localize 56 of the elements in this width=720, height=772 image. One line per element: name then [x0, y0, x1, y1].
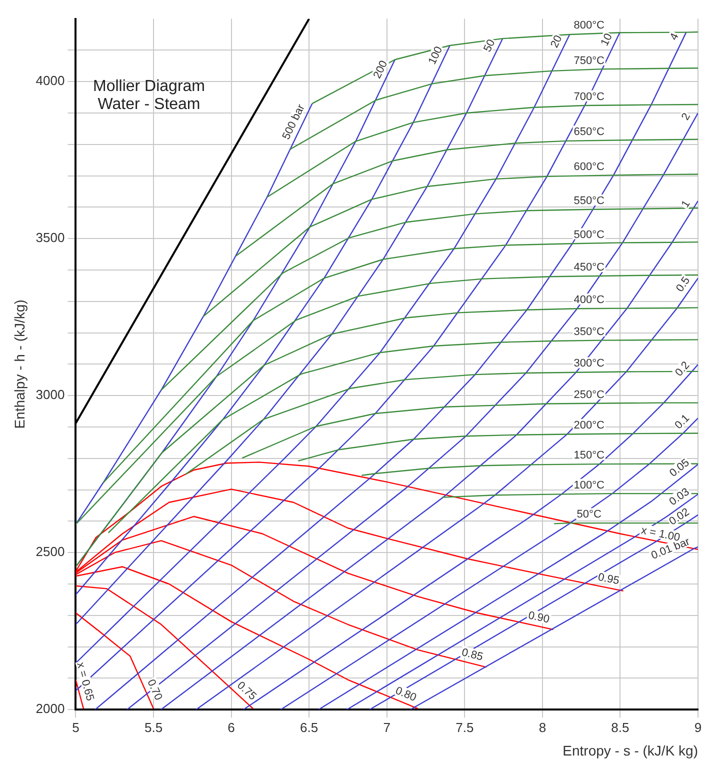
series-label: 650°C — [574, 126, 605, 138]
series-label: 300°C — [574, 358, 605, 370]
text: 100 — [426, 44, 446, 66]
text: 0.80 — [394, 684, 418, 704]
series-label: 600°C — [574, 161, 605, 174]
series-label: 400°C — [574, 294, 605, 306]
series-label: 350°C — [574, 326, 605, 338]
series-label: 700°C — [574, 90, 605, 103]
text: 0.70 — [144, 678, 164, 702]
y-tick-label: 4000 — [36, 73, 65, 88]
x-tick-label: 5.5 — [144, 720, 163, 735]
series-label: 50°C — [576, 508, 602, 521]
x-tick-label: 5 — [72, 720, 80, 735]
text: 0.5 — [674, 274, 693, 294]
text: 0.03 — [667, 486, 692, 508]
y-tick-label: 2000 — [36, 701, 65, 716]
y-axis-title: Enthalpy - h - (kJ/kg) — [11, 300, 28, 429]
text: 10 — [598, 32, 615, 48]
series-label: 800°C — [574, 19, 605, 32]
text: 2 — [679, 111, 693, 122]
series-label: 500°C — [574, 228, 605, 241]
y-tick-label: 2500 — [36, 544, 65, 560]
series-label: 200°C — [574, 420, 605, 432]
text: 0.85 — [460, 646, 484, 664]
text: 4 — [668, 31, 682, 42]
text: 20 — [548, 34, 565, 50]
text: 0.95 — [596, 571, 620, 588]
x-tick-label: 8 — [538, 720, 546, 735]
x-tick-label: 8.5 — [611, 720, 630, 735]
text: Mollier Diagram — [92, 78, 206, 96]
text: 500 bar — [280, 102, 308, 142]
text: 0.1 — [672, 412, 692, 432]
text: 1 — [679, 198, 693, 210]
x-tick-label: 9 — [694, 720, 702, 735]
series-label: 550°C — [574, 195, 605, 208]
x-tick-label: 7 — [383, 720, 390, 735]
text: 0.2 — [673, 359, 692, 379]
text: 0.05 — [668, 456, 692, 480]
text: 0.75 — [234, 679, 258, 703]
text: 0.90 — [527, 610, 551, 626]
x-tick-label: 6 — [228, 720, 235, 735]
series-label: 450°C — [574, 262, 605, 274]
x-tick-label: 7.5 — [456, 720, 474, 735]
text: 50 — [482, 38, 498, 54]
text: 0.02 — [667, 506, 692, 528]
series-label: 250°C — [574, 388, 605, 401]
series-label: 150°C — [574, 450, 605, 462]
text: Water - Steam — [96, 96, 202, 114]
x-axis-title: Entropy - s - (kJ/K kg) — [562, 742, 698, 758]
y-tick-label: 3500 — [36, 230, 65, 246]
series-label: 100°C — [574, 479, 605, 492]
series-label: 750°C — [574, 55, 605, 68]
text: x = 0.65 — [74, 661, 96, 702]
y-tick-label: 3000 — [36, 387, 65, 402]
text: 200 — [371, 58, 390, 81]
x-tick-label: 6.5 — [300, 720, 318, 735]
